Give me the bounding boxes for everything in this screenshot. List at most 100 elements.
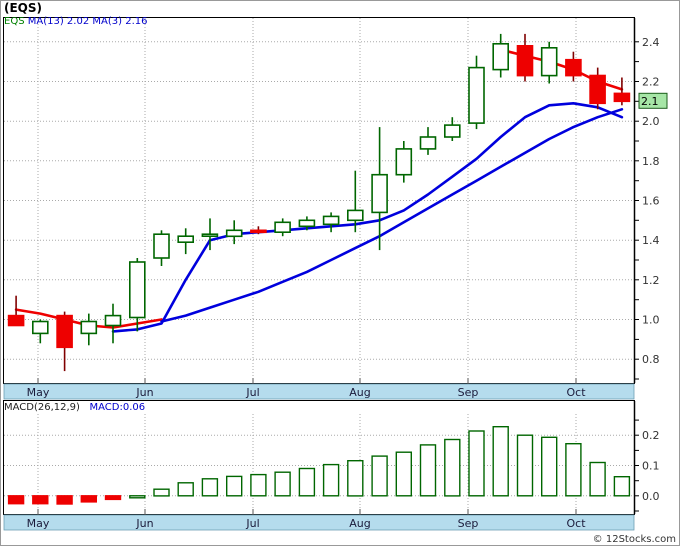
date-axis-band — [3, 383, 635, 400]
macd-bar — [250, 473, 267, 497]
y-tick-label: 0.8 — [642, 353, 660, 366]
price-axis-labels: 0.8 1.0 1.2 1.4 1.6 1.8 2.0 2.2 2.4 — [634, 36, 660, 380]
y-tick-label: 1.6 — [642, 195, 660, 208]
macd-bar — [201, 478, 219, 497]
candle — [129, 258, 146, 332]
x-tick-label: May — [27, 517, 50, 530]
x-tick-label: Aug — [349, 386, 370, 399]
x-tick-label: Jul — [245, 386, 259, 399]
macd-bar — [371, 455, 388, 497]
x-tick-label: Jun — [135, 386, 153, 399]
macd-legend-label: MACD(26,12,9) — [4, 402, 80, 413]
candle — [298, 216, 316, 231]
page-title: (EQS) — [4, 1, 43, 15]
y-tick-label: 1.8 — [642, 155, 660, 168]
candle — [540, 41, 558, 84]
candle — [613, 77, 631, 106]
candle — [443, 117, 461, 141]
candle — [322, 212, 340, 233]
macd-legend-value: MACD:0.06 — [89, 402, 146, 413]
candle — [419, 127, 437, 155]
candle — [56, 311, 73, 372]
price-legend: EQS MA(13) 2.02 MA(3) 2.16 — [4, 16, 147, 27]
y-tick-label: 1.4 — [642, 234, 660, 247]
macd-bar — [492, 426, 509, 497]
candle — [31, 319, 49, 344]
candle — [177, 228, 194, 255]
macd-bar — [468, 430, 485, 497]
macd-gridlines — [4, 414, 634, 514]
macd-bar — [565, 443, 582, 497]
x-tick-label: May — [27, 386, 50, 399]
macd-y-tick-label: 0.0 — [642, 490, 660, 503]
y-tick-label: 2.0 — [642, 115, 660, 128]
macd-bar — [56, 495, 73, 505]
macd-bar — [153, 488, 170, 497]
macd-bar — [225, 475, 243, 497]
candle — [589, 67, 606, 110]
macd-axis-labels: 0.0 0.1 0.2 — [634, 419, 660, 512]
macd-bar — [444, 438, 461, 497]
x-tick-label: Jul — [245, 517, 259, 530]
candle — [7, 295, 25, 327]
macd-bar — [80, 495, 98, 503]
price-gridlines — [4, 18, 634, 383]
y-tick-label: 1.0 — [642, 314, 660, 327]
price-tag: 2.1 — [638, 92, 668, 109]
candle — [565, 51, 582, 82]
svg-text:2.1: 2.1 — [641, 95, 659, 108]
macd-bar — [613, 476, 631, 497]
macd-bar — [395, 451, 412, 497]
candle — [274, 218, 291, 237]
candle — [104, 303, 122, 344]
ma-line-0 — [14, 48, 624, 329]
y-tick-label: 2.4 — [642, 36, 660, 49]
candle — [516, 33, 534, 82]
date-axis-bands: May Jun Jul Aug Sep Oct May Jun Jul Aug Sep Oct — [3, 378, 635, 531]
candle — [468, 55, 485, 130]
ma-line-1 — [111, 102, 624, 333]
macd-bar — [589, 461, 606, 497]
legend-ma-slow-value: 2.02 — [66, 16, 90, 27]
watermark: © 12Stocks.com — [592, 534, 676, 545]
macd-bar — [177, 482, 194, 497]
macd-bar — [7, 495, 25, 505]
candle — [346, 170, 364, 233]
candle — [225, 220, 243, 245]
candle — [80, 313, 98, 346]
macd-legend: MACD(26,12,9) MACD:0.06 — [4, 402, 145, 413]
candle — [250, 226, 267, 235]
candlestick-series — [7, 33, 631, 372]
legend-ma-fast-value: 2.16 — [125, 16, 148, 27]
y-tick-label: 1.2 — [642, 274, 660, 287]
macd-bar — [274, 471, 291, 497]
price-series-lines — [14, 48, 624, 333]
y-tick-label: 2.2 — [642, 76, 660, 89]
macd-bar — [129, 495, 146, 499]
macd-bar — [419, 444, 437, 497]
legend-symbol: EQS — [4, 16, 25, 27]
current-price-tag: 2.1 — [638, 92, 668, 109]
ma-line-2 — [160, 108, 624, 323]
candle — [371, 127, 388, 251]
legend-ma-slow-label: MA(13) — [27, 16, 64, 27]
candle — [492, 33, 510, 78]
macd-bar — [298, 467, 316, 497]
macd-bar — [516, 434, 534, 497]
macd-y-tick-label: 0.2 — [642, 429, 660, 442]
legend-ma-fast-label: MA(3) — [92, 16, 123, 27]
x-tick-label: Aug — [349, 517, 370, 530]
candle — [153, 230, 170, 266]
macd-bar — [541, 436, 558, 497]
macd-bar — [104, 495, 122, 501]
x-tick-label: Oct — [566, 386, 586, 399]
x-tick-label: Sep — [458, 517, 479, 530]
x-tick-label: Sep — [458, 386, 479, 399]
x-tick-label: Jun — [135, 517, 153, 530]
date-axis-band — [3, 514, 635, 531]
x-tick-label: Oct — [566, 517, 586, 530]
macd-bar — [322, 463, 340, 497]
macd-bar — [347, 460, 364, 497]
